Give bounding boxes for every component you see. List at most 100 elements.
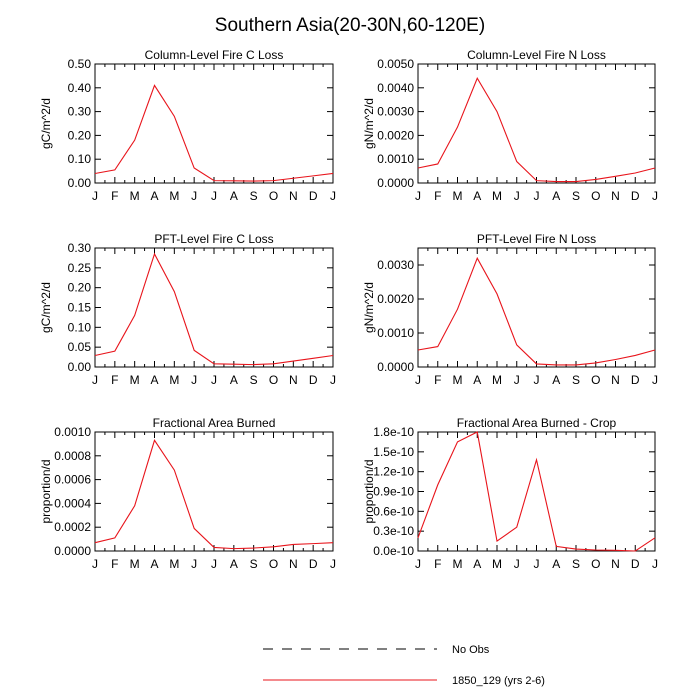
x-tick-label: J xyxy=(415,189,421,203)
x-tick-label: M xyxy=(169,557,179,571)
series-line xyxy=(417,431,656,552)
y-tick-label: 0.9e-10 xyxy=(373,485,414,499)
y-tick-label: 0.0030 xyxy=(377,105,414,119)
x-tick-label: A xyxy=(230,373,238,387)
y-tick-label: 0.0002 xyxy=(54,520,91,534)
plot-frame xyxy=(417,63,656,184)
x-tick-label: M xyxy=(130,189,140,203)
y-axis-label: gC/m^2/d xyxy=(39,282,53,333)
y-tick-label: 0.30 xyxy=(68,241,92,255)
x-tick-label: F xyxy=(434,189,441,203)
x-tick-label: J xyxy=(211,557,217,571)
x-tick-label: A xyxy=(230,189,238,203)
x-tick-label: F xyxy=(434,557,441,571)
legend: No Obs 1850_129 (yrs 2-6) xyxy=(263,644,545,687)
y-tick-label: 0.15 xyxy=(68,301,92,315)
y-tick-label: 0.0000 xyxy=(54,544,91,558)
x-tick-label: J xyxy=(330,373,336,387)
y-tick-label: 0.0050 xyxy=(377,57,414,71)
x-tick-label: A xyxy=(473,557,481,571)
y-axis-label: proportion/d xyxy=(39,459,53,523)
series-line xyxy=(94,84,334,182)
plot-frame xyxy=(94,63,334,184)
x-tick-label: J xyxy=(92,189,98,203)
x-tick-label: M xyxy=(130,557,140,571)
y-tick-label: 0.0000 xyxy=(377,360,414,374)
y-axis-label: gN/m^2/d xyxy=(362,282,376,333)
x-tick-label: J xyxy=(514,557,520,571)
y-tick-label: 0.0000 xyxy=(377,176,414,190)
x-tick-label: F xyxy=(111,189,118,203)
panel-title: PFT-Level Fire N Loss xyxy=(477,232,596,246)
series-line xyxy=(94,252,334,366)
x-tick-label: J xyxy=(652,557,658,571)
x-tick-label: S xyxy=(250,557,258,571)
y-tick-label: 0.00 xyxy=(68,176,92,190)
x-tick-label: J xyxy=(330,557,336,571)
x-tick-label: J xyxy=(514,189,520,203)
x-tick-label: M xyxy=(453,557,463,571)
x-tick-label: F xyxy=(111,557,118,571)
x-tick-label: F xyxy=(434,373,441,387)
y-tick-label: 1.2e-10 xyxy=(373,465,414,479)
y-tick-label: 0.00 xyxy=(68,360,92,374)
y-tick-label: 0.3e-10 xyxy=(373,524,414,538)
x-tick-label: D xyxy=(309,189,318,203)
x-tick-label: O xyxy=(591,189,600,203)
x-tick-label: D xyxy=(309,373,318,387)
x-tick-label: N xyxy=(289,189,298,203)
x-tick-label: A xyxy=(552,373,560,387)
y-tick-label: 0.0010 xyxy=(377,152,414,166)
x-tick-label: A xyxy=(230,557,238,571)
x-tick-label: D xyxy=(631,557,640,571)
panel-title: Column-Level Fire N Loss xyxy=(467,48,606,62)
y-tick-label: 0.0040 xyxy=(377,81,414,95)
x-tick-label: J xyxy=(415,557,421,571)
y-tick-label: 0.25 xyxy=(68,261,92,275)
x-tick-label: D xyxy=(631,189,640,203)
y-tick-label: 0.0010 xyxy=(54,425,91,439)
y-tick-label: 0.20 xyxy=(68,128,92,142)
x-tick-label: N xyxy=(611,189,620,203)
x-tick-label: J xyxy=(534,189,540,203)
legend-no-obs-label: No Obs xyxy=(452,644,490,656)
y-tick-label: 0.0020 xyxy=(377,292,414,306)
x-tick-label: J xyxy=(211,189,217,203)
x-tick-label: S xyxy=(572,373,580,387)
x-tick-label: J xyxy=(534,557,540,571)
x-tick-label: S xyxy=(250,373,258,387)
y-tick-label: 0.0020 xyxy=(377,128,414,142)
panel-title: PFT-Level Fire C Loss xyxy=(154,232,273,246)
x-tick-label: J xyxy=(330,189,336,203)
x-tick-label: A xyxy=(150,557,158,571)
x-tick-label: J xyxy=(191,373,197,387)
y-tick-label: 0.50 xyxy=(68,57,92,71)
x-tick-label: A xyxy=(473,189,481,203)
x-tick-label: J xyxy=(415,373,421,387)
y-tick-label: 1.5e-10 xyxy=(373,445,414,459)
y-tick-label: 0.6e-10 xyxy=(373,504,414,518)
x-tick-label: A xyxy=(552,189,560,203)
x-tick-label: J xyxy=(191,557,197,571)
x-tick-label: N xyxy=(289,373,298,387)
x-tick-label: D xyxy=(309,557,318,571)
y-tick-label: 0.0030 xyxy=(377,258,414,272)
x-tick-label: A xyxy=(473,373,481,387)
x-tick-label: J xyxy=(191,189,197,203)
plot-frame xyxy=(94,247,334,368)
x-tick-label: M xyxy=(169,189,179,203)
x-tick-label: M xyxy=(453,373,463,387)
panel-title: Fractional Area Burned - Crop xyxy=(457,416,617,430)
x-tick-label: S xyxy=(572,189,580,203)
x-tick-label: N xyxy=(611,557,620,571)
x-tick-label: S xyxy=(250,189,258,203)
y-axis-label: proportion/d xyxy=(362,459,376,523)
x-tick-label: N xyxy=(611,373,620,387)
y-tick-label: 1.8e-10 xyxy=(373,425,414,439)
x-tick-label: N xyxy=(289,557,298,571)
